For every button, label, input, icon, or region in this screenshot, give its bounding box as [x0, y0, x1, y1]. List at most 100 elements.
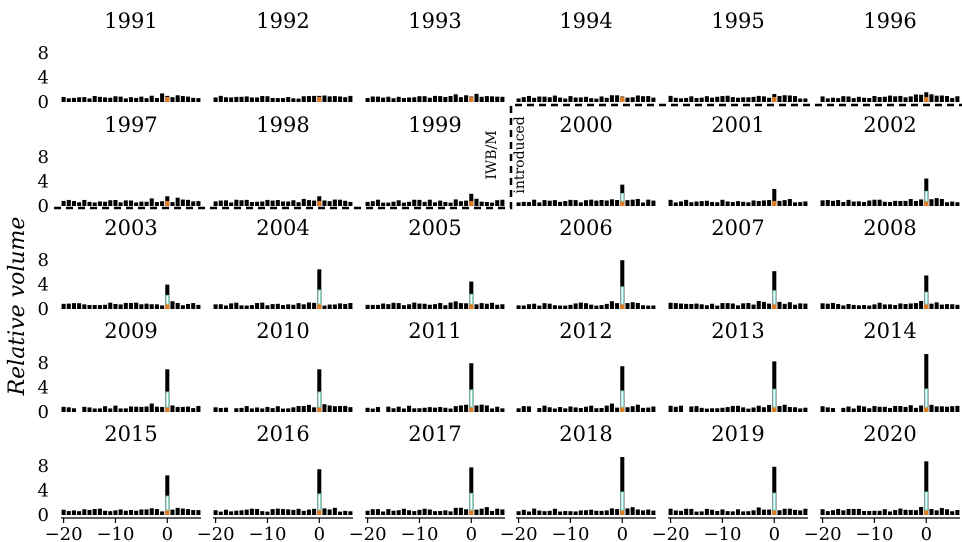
bar [301, 304, 306, 309]
bar [872, 96, 877, 102]
bar [684, 303, 689, 309]
bar [71, 303, 76, 309]
panel-title: 1996 [863, 9, 916, 33]
bar [615, 303, 620, 309]
bar [630, 302, 635, 309]
panel-2010: 2010 [213, 319, 353, 412]
bar [464, 95, 469, 102]
bar [417, 408, 422, 412]
bar [573, 200, 578, 206]
bar [751, 510, 756, 515]
bar [547, 510, 552, 515]
bar [291, 509, 296, 515]
bar [484, 405, 489, 412]
bar [327, 304, 332, 309]
bar [568, 511, 573, 515]
bar [296, 405, 301, 412]
bar [370, 96, 375, 102]
x-tick-label: 0 [617, 524, 628, 542]
bar [286, 96, 291, 102]
baseline-box [620, 193, 625, 202]
bar [160, 511, 165, 515]
bar [761, 509, 766, 515]
bar [118, 509, 123, 515]
panel-title: 2008 [863, 216, 916, 240]
bar [882, 406, 887, 412]
bar [280, 408, 286, 412]
bar [583, 510, 589, 515]
event-marker [317, 407, 322, 412]
bar [495, 508, 500, 515]
bar [365, 407, 370, 412]
bar [296, 508, 301, 515]
bar [170, 509, 175, 515]
y-tick-label: 4 [38, 481, 49, 502]
bar [841, 305, 846, 309]
panel-2000: 2000 [516, 113, 656, 206]
bar [720, 199, 725, 206]
bar [777, 200, 782, 206]
panel-2012: 2012 [516, 319, 656, 412]
bar [568, 199, 573, 206]
bar [793, 202, 798, 206]
bar [332, 507, 337, 515]
event-marker [924, 510, 929, 515]
baseline-box [924, 388, 929, 408]
bar [862, 305, 867, 309]
bar [249, 305, 254, 309]
x-tick-label: −10 [551, 524, 589, 542]
bar [213, 97, 218, 102]
bar [673, 202, 678, 206]
event-marker [772, 304, 777, 309]
bar [641, 202, 646, 206]
bar [396, 510, 401, 515]
panel-title: 2018 [559, 422, 612, 446]
bar [479, 303, 484, 309]
bar [365, 510, 370, 515]
baseline-box [772, 388, 777, 408]
bar [223, 200, 228, 206]
bar [312, 508, 317, 515]
bar [196, 510, 201, 515]
bar [275, 98, 280, 102]
event-bar [772, 466, 777, 515]
bar [651, 200, 656, 206]
bar [568, 304, 573, 309]
bar [438, 200, 443, 206]
bar [583, 96, 589, 102]
bar [704, 96, 709, 102]
y-tick-label: 0 [38, 299, 49, 320]
bar [296, 303, 301, 309]
bar [448, 302, 453, 309]
bar [108, 97, 113, 102]
bar [761, 96, 766, 102]
bar [270, 200, 275, 206]
bar [139, 406, 144, 412]
baseline-box [772, 492, 777, 511]
bar [108, 511, 113, 515]
bar [836, 304, 841, 309]
bar [186, 96, 191, 102]
event-bar [620, 366, 625, 412]
bar [699, 304, 704, 309]
bar [516, 202, 521, 206]
bar [798, 202, 803, 206]
bar [438, 407, 443, 412]
bar [735, 509, 741, 515]
bar [710, 408, 715, 412]
bar [825, 200, 830, 206]
panel-title: 2009 [104, 319, 157, 343]
bar [851, 98, 856, 102]
bar [526, 511, 531, 515]
panel-title: 2003 [104, 216, 157, 240]
bar [526, 95, 531, 102]
bar [830, 510, 835, 515]
bar [175, 406, 180, 412]
event-bar [469, 193, 474, 206]
bar [678, 510, 683, 515]
bar [678, 303, 683, 309]
bar [694, 511, 699, 515]
bar [730, 405, 735, 412]
bar [66, 303, 71, 309]
bar [604, 303, 609, 309]
